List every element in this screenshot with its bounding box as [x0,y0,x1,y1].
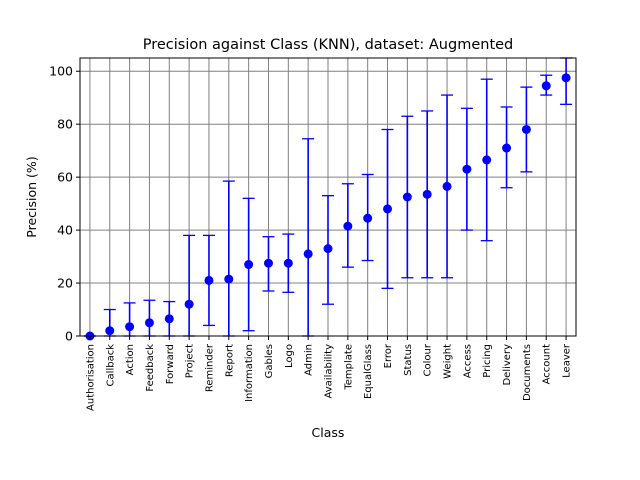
data-point [502,143,512,153]
x-tick-label: Pricing [482,344,493,378]
x-tick-label: Status [403,344,414,376]
x-tick-label: Report [224,344,235,377]
data-point [541,81,551,91]
y-tick-label: 60 [57,170,73,185]
data-points [85,73,571,341]
x-axis-label: Class [312,425,345,440]
data-point [184,299,194,309]
y-tick-label: 0 [65,329,73,344]
data-point [283,258,293,268]
x-tick-label: Access [462,344,473,378]
x-tick-label: Forward [165,344,176,384]
y-tick-label: 20 [57,276,73,291]
data-point [343,221,353,231]
data-point [402,192,412,202]
x-tick-label: Admin [304,344,315,376]
chart-title: Precision against Class (KNN), dataset: … [143,37,514,53]
data-point [422,189,432,199]
data-point [144,318,154,328]
x-tick-label: Feedback [145,344,156,392]
y-axis-ticks: 0 20 40 60 80 100 [49,64,80,344]
data-point [363,213,373,223]
x-tick-label: Information [244,344,255,402]
x-tick-label: Gables [264,344,275,378]
data-point [383,204,393,214]
data-point [224,274,234,284]
x-tick-label: Delivery [502,344,513,386]
data-point [244,260,254,270]
data-point [561,73,571,83]
data-point [263,258,273,268]
x-tick-label: Project [185,344,196,378]
data-point [482,155,492,165]
y-axis-label: Precision (%) [24,156,39,237]
x-tick-label: Action [125,344,136,375]
data-point [521,124,531,134]
x-axis-ticks: Authorisation Callback Action Feedback Forwa… [85,336,573,411]
x-tick-label: Documents [522,344,533,401]
data-point [204,275,214,285]
data-point [164,314,174,324]
data-point [323,244,333,254]
x-tick-label: Availability [324,344,335,399]
x-tick-label: Callback [105,344,116,387]
x-tick-label: Account [542,344,553,384]
x-tick-label: Leaver [562,343,573,378]
data-point [462,164,472,174]
x-tick-label: Authorisation [85,344,96,411]
y-tick-label: 40 [57,223,73,238]
data-point [303,249,313,259]
x-tick-label: Logo [284,344,295,368]
y-tick-label: 100 [49,64,73,79]
data-point [105,326,115,336]
x-tick-label: Reminder [204,343,215,392]
y-tick-label: 80 [57,117,73,132]
data-point [125,322,135,332]
data-point [442,181,452,191]
x-tick-label: Template [343,344,354,391]
x-tick-label: Weight [443,344,454,379]
x-tick-label: Error [383,343,394,368]
x-tick-label: EqualGlass [363,344,374,399]
x-tick-label: Colour [423,343,434,376]
